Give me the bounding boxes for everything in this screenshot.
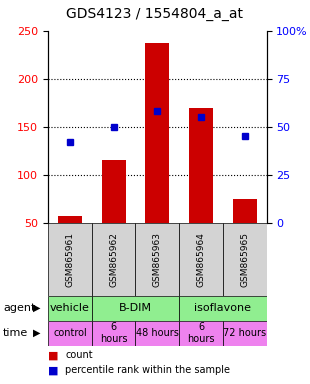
Text: 48 hours: 48 hours xyxy=(136,328,179,338)
Bar xyxy=(48,223,92,296)
Text: GSM865961: GSM865961 xyxy=(65,232,74,287)
Text: agent: agent xyxy=(3,303,35,313)
Bar xyxy=(223,321,267,346)
Bar xyxy=(223,223,267,296)
Bar xyxy=(179,296,267,321)
Bar xyxy=(92,321,135,346)
Text: ▶: ▶ xyxy=(33,328,41,338)
Text: GSM865965: GSM865965 xyxy=(240,232,249,287)
Bar xyxy=(135,223,179,296)
Bar xyxy=(179,321,223,346)
Bar xyxy=(102,161,126,223)
Bar xyxy=(145,43,169,223)
Text: 6
hours: 6 hours xyxy=(100,322,127,344)
Text: isoflavone: isoflavone xyxy=(194,303,251,313)
Bar xyxy=(92,296,179,321)
Text: GDS4123 / 1554804_a_at: GDS4123 / 1554804_a_at xyxy=(67,7,243,21)
Bar xyxy=(189,108,213,223)
Bar xyxy=(58,216,82,223)
Bar xyxy=(92,223,135,296)
Text: B-DIM: B-DIM xyxy=(119,303,152,313)
Text: time: time xyxy=(3,328,28,338)
Text: GSM865962: GSM865962 xyxy=(109,232,118,286)
Bar xyxy=(48,296,92,321)
Bar xyxy=(48,321,92,346)
Text: 72 hours: 72 hours xyxy=(223,328,266,338)
Bar xyxy=(233,199,257,223)
Text: GSM865963: GSM865963 xyxy=(153,232,162,287)
Text: control: control xyxy=(53,328,87,338)
Text: ▶: ▶ xyxy=(33,303,41,313)
Text: ■: ■ xyxy=(48,350,59,360)
Bar xyxy=(135,321,179,346)
Bar xyxy=(179,223,223,296)
Text: ■: ■ xyxy=(48,366,59,376)
Text: 6
hours: 6 hours xyxy=(187,322,215,344)
Text: vehicle: vehicle xyxy=(50,303,90,313)
Text: percentile rank within the sample: percentile rank within the sample xyxy=(65,366,230,376)
Text: GSM865964: GSM865964 xyxy=(197,232,206,286)
Text: count: count xyxy=(65,350,93,360)
